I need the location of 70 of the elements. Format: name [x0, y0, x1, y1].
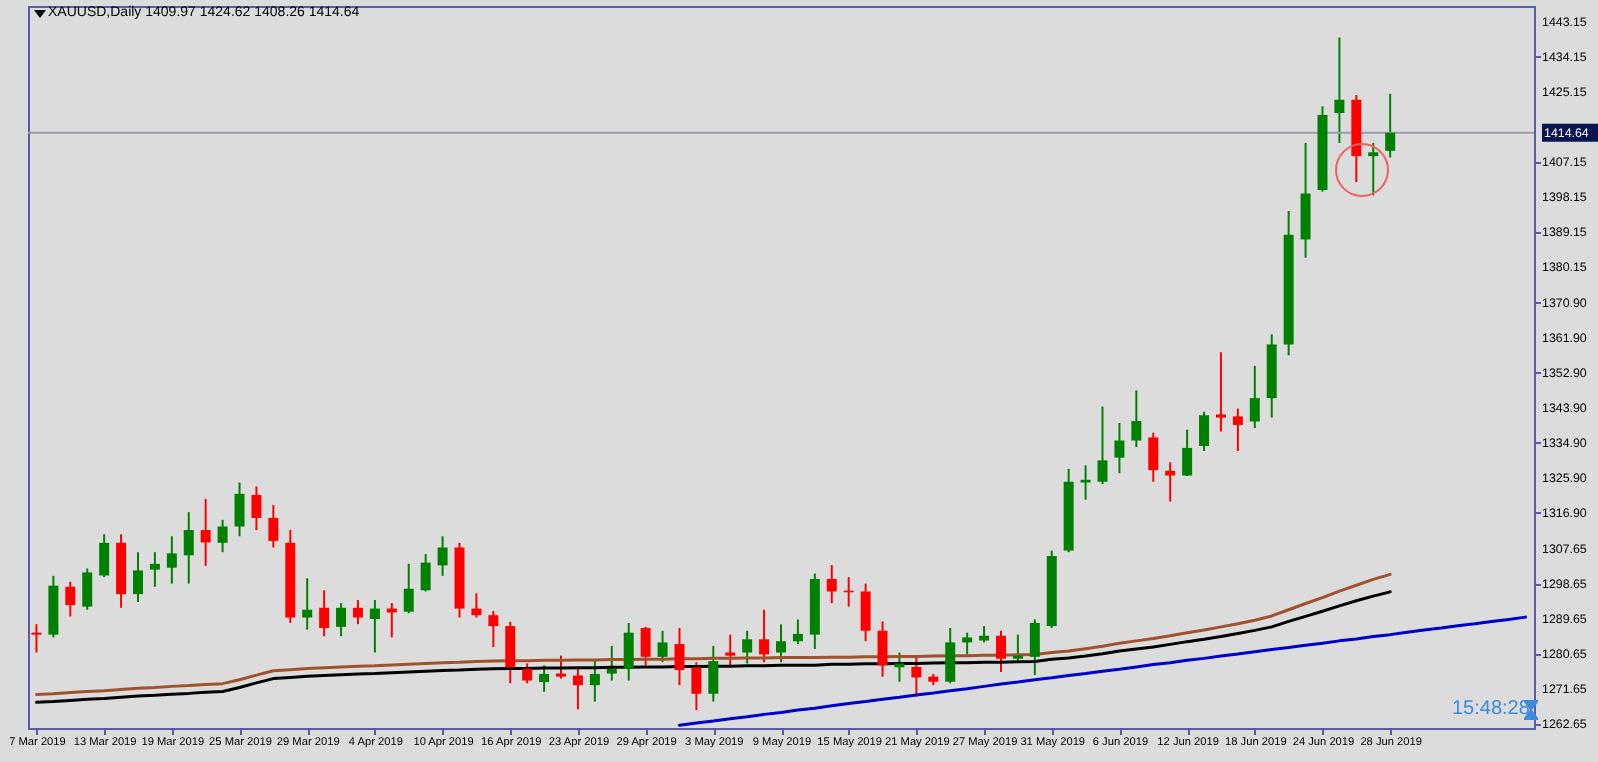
candlestick [234, 481, 245, 538]
candlestick [1334, 36, 1345, 144]
candlestick [708, 644, 719, 703]
candlestick [725, 633, 736, 669]
candlestick [82, 567, 93, 611]
candlestick [657, 629, 668, 664]
candlestick [437, 535, 448, 577]
candlestick [149, 551, 160, 588]
candlestick [1215, 351, 1226, 433]
candlestick [268, 504, 279, 549]
candlestick [792, 618, 803, 645]
candlestick [877, 620, 888, 678]
candlestick [352, 599, 363, 626]
candlestick [420, 553, 431, 593]
candlestick [251, 485, 262, 531]
candlestick [1182, 428, 1193, 477]
candlestick [1385, 92, 1396, 159]
candlestick [369, 599, 380, 654]
candlestick [1368, 141, 1379, 197]
candlestick [319, 589, 330, 638]
candlestick [1300, 141, 1311, 259]
candlestick [471, 592, 482, 619]
candlestick [403, 562, 414, 615]
candlestick [183, 511, 194, 585]
candlestick [674, 627, 685, 687]
candlestick [166, 535, 177, 585]
candlestick [995, 629, 1006, 673]
candlestick [1165, 461, 1176, 503]
candlestick [1114, 422, 1125, 475]
candlestick [505, 620, 516, 685]
candlestick [217, 518, 228, 554]
candlestick [1097, 405, 1108, 486]
candlestick [1012, 633, 1023, 662]
candlestick [132, 551, 143, 603]
candlestick [539, 664, 550, 693]
candlestick [962, 631, 973, 656]
candlestick [31, 623, 42, 654]
candlestick [623, 621, 634, 682]
candlestick [302, 577, 313, 631]
candlestick [1029, 618, 1040, 677]
candlestick [691, 661, 702, 712]
candlestick [860, 582, 871, 643]
candlestick [1131, 389, 1142, 449]
candlestick [826, 564, 837, 605]
candlestick [640, 625, 651, 667]
line-series [677, 615, 1528, 727]
candlestick [522, 662, 533, 685]
annotation: 15:48:28 [1452, 698, 1530, 720]
candlestick [488, 609, 499, 649]
candlestick [572, 666, 583, 711]
candlestick [1199, 410, 1210, 453]
candlestick [1232, 407, 1243, 453]
candlestick [606, 644, 617, 682]
candlestick [776, 623, 786, 664]
candlestick [1148, 431, 1159, 483]
candlestick [911, 655, 922, 698]
candlestick [65, 580, 76, 618]
candlestick [589, 660, 600, 703]
candlestick [759, 608, 770, 664]
candlestick [99, 533, 110, 579]
line-series [34, 590, 1392, 704]
line-series [34, 572, 1392, 697]
candlestick [200, 497, 211, 567]
candlestick [1249, 364, 1260, 430]
candlestick [336, 602, 347, 638]
candlestick [894, 651, 905, 683]
candlestick [945, 627, 956, 685]
candlestick [742, 629, 753, 665]
candlestick [1080, 464, 1091, 501]
candlestick [556, 654, 567, 680]
